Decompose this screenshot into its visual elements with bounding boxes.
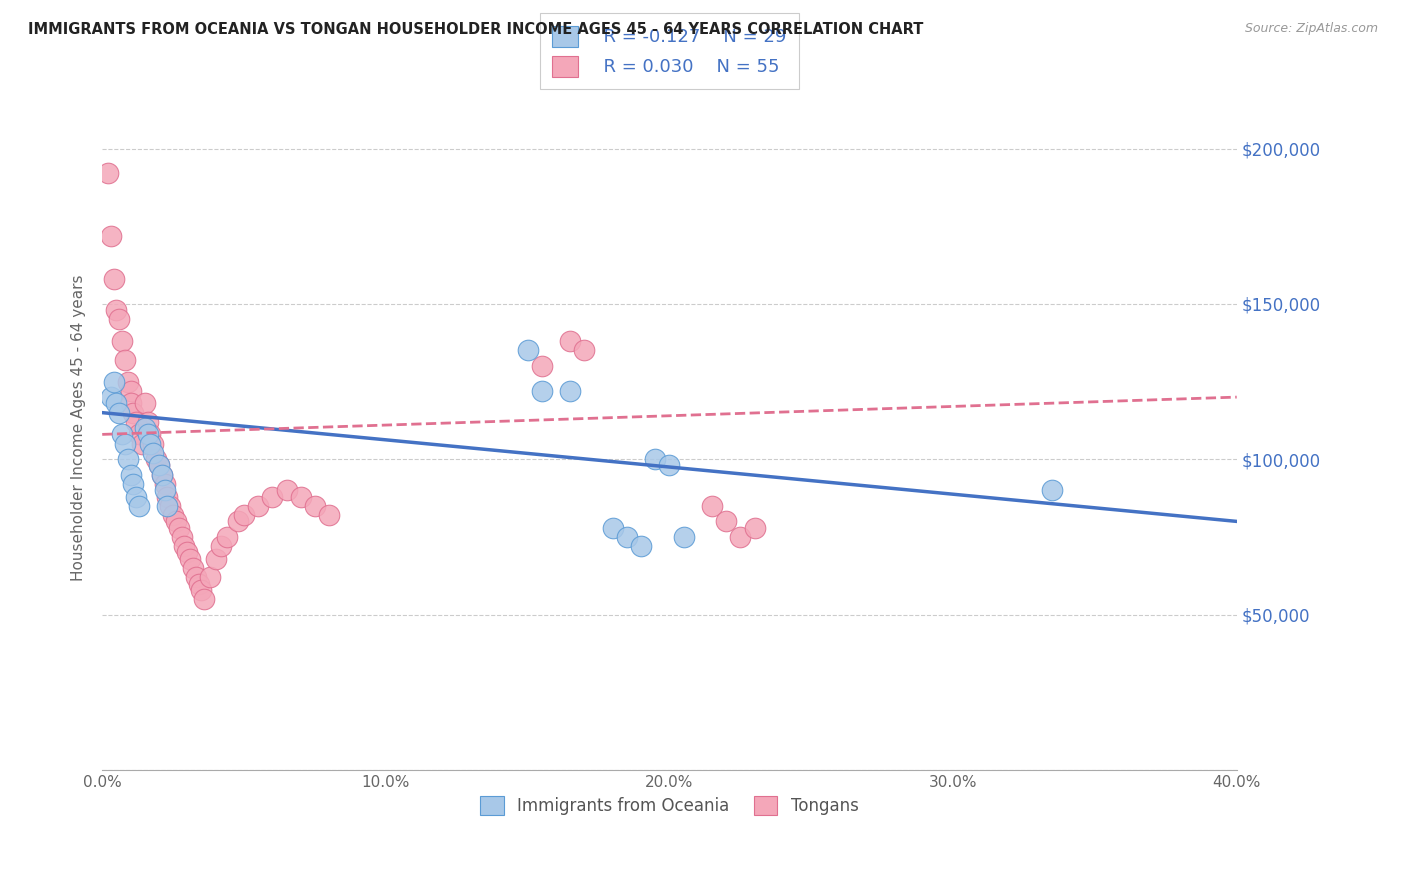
Legend: Immigrants from Oceania, Tongans: Immigrants from Oceania, Tongans (472, 788, 868, 823)
Point (148, 458, 170, 473)
Point (153, 477, 176, 491)
Point (304, 499, 326, 513)
Point (100, 390, 122, 404)
Point (574, 343, 596, 358)
Point (97, 166, 120, 180)
Point (139, 427, 162, 442)
Point (142, 436, 165, 450)
Point (108, 406, 131, 420)
Point (262, 490, 284, 504)
Point (560, 384, 582, 398)
Point (111, 334, 134, 348)
Point (100, 228, 122, 243)
Point (233, 508, 256, 523)
Point (117, 375, 139, 389)
Point (131, 436, 153, 450)
Point (290, 490, 312, 504)
Point (145, 452, 167, 467)
Text: Source: ZipAtlas.com: Source: ZipAtlas.com (1244, 22, 1378, 36)
Point (122, 406, 145, 420)
Point (204, 551, 226, 566)
Point (176, 545, 198, 559)
Text: IMMIGRANTS FROM OCEANIA VS TONGAN HOUSEHOLDER INCOME AGES 45 - 64 YEARS CORRELAT: IMMIGRANTS FROM OCEANIA VS TONGAN HOUSEH… (28, 22, 924, 37)
Point (658, 458, 681, 473)
Point (103, 375, 125, 389)
Point (170, 530, 193, 544)
Point (190, 582, 212, 597)
Point (117, 452, 139, 467)
Point (187, 576, 209, 591)
Point (111, 427, 134, 442)
Point (602, 520, 624, 534)
Point (150, 467, 173, 482)
Point (108, 312, 131, 326)
Point (1040, 483, 1063, 498)
Point (128, 427, 150, 442)
Point (530, 384, 553, 398)
Point (128, 499, 150, 513)
Point (167, 520, 190, 534)
Point (103, 272, 125, 286)
Point (173, 539, 195, 553)
Point (153, 483, 176, 498)
Point (136, 427, 159, 442)
Point (181, 561, 204, 575)
Point (530, 359, 553, 373)
Point (179, 551, 201, 566)
Point (114, 352, 136, 367)
Point (136, 415, 159, 429)
Point (209, 539, 232, 553)
Point (125, 415, 148, 429)
Point (730, 530, 752, 544)
Point (120, 467, 142, 482)
Point (165, 515, 187, 529)
Point (714, 515, 737, 529)
Point (120, 396, 142, 410)
Point (139, 436, 162, 450)
Point (198, 570, 221, 584)
Point (630, 539, 652, 553)
Point (215, 530, 238, 544)
Point (247, 499, 270, 513)
Point (516, 343, 538, 358)
Point (228, 515, 250, 529)
Point (150, 467, 173, 482)
Point (560, 334, 582, 348)
Point (114, 436, 136, 450)
Point (193, 592, 215, 607)
Point (744, 520, 766, 534)
Point (616, 530, 638, 544)
Point (120, 384, 142, 398)
Point (159, 499, 181, 513)
Point (184, 570, 207, 584)
Point (700, 499, 723, 513)
Point (148, 458, 170, 473)
Point (276, 483, 298, 498)
Point (105, 303, 128, 318)
Point (134, 421, 156, 435)
Y-axis label: Householder Income Ages 45 - 64 years: Householder Income Ages 45 - 64 years (72, 275, 86, 582)
Point (134, 396, 156, 410)
Point (156, 490, 179, 504)
Point (142, 446, 165, 460)
Point (672, 530, 695, 544)
Point (122, 477, 145, 491)
Point (156, 499, 179, 513)
Point (125, 490, 148, 504)
Point (162, 508, 184, 523)
Point (105, 396, 128, 410)
Point (644, 452, 666, 467)
Point (318, 508, 340, 523)
